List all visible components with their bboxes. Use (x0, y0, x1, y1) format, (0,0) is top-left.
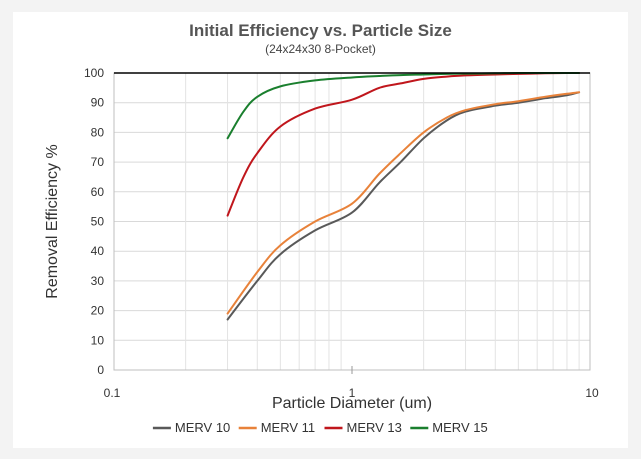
ticks-layer: 0 10 20 30 40 50 60 70 80 90 100 0.1 1 10 (84, 66, 599, 400)
legend-label-merv-15: MERV 15 (432, 420, 487, 435)
y-axis-label: Removal Efficiency % (44, 144, 61, 298)
grid-layer (114, 72, 590, 371)
y-tick-label: 0 (97, 363, 104, 377)
x-tick-label: 10 (585, 386, 599, 400)
chart-card: Initial Efficiency vs. Particle Size (24… (13, 12, 628, 448)
y-tick-label: 60 (91, 185, 105, 199)
y-tick-label: 70 (91, 155, 105, 169)
legend-label-merv-11: MERV 11 (261, 420, 315, 435)
y-tick-label: 10 (91, 333, 105, 347)
legend-label-merv-13: MERV 13 (347, 420, 402, 435)
x-tick-label: 0.1 (104, 386, 121, 400)
series-line-merv-11 (226, 91, 581, 315)
y-tick-label: 100 (84, 66, 104, 80)
chart-title: Initial Efficiency vs. Particle Size (189, 21, 452, 40)
series-line-merv-10 (226, 91, 581, 321)
legend-label-merv-10: MERV 10 (175, 420, 230, 435)
y-tick-label: 80 (91, 125, 105, 139)
legend: MERV 10 MERV 11 MERV 13 MERV 15 (152, 420, 488, 435)
y-tick-label: 90 (91, 96, 105, 110)
y-tick-label: 50 (91, 215, 105, 229)
y-tick-label: 20 (91, 304, 105, 318)
x-axis-label: Particle Diameter (um) (272, 395, 432, 412)
y-tick-label: 30 (91, 274, 105, 288)
chart-subtitle: (24x24x30 8-Pocket) (265, 42, 376, 56)
y-tick-label: 40 (91, 244, 105, 258)
x-tick-label: 1 (349, 386, 356, 400)
chart-plot: 0 10 20 30 40 50 60 70 80 90 100 0.1 1 10 Particle Di… (44, 66, 599, 435)
axes-layer (113, 72, 591, 374)
